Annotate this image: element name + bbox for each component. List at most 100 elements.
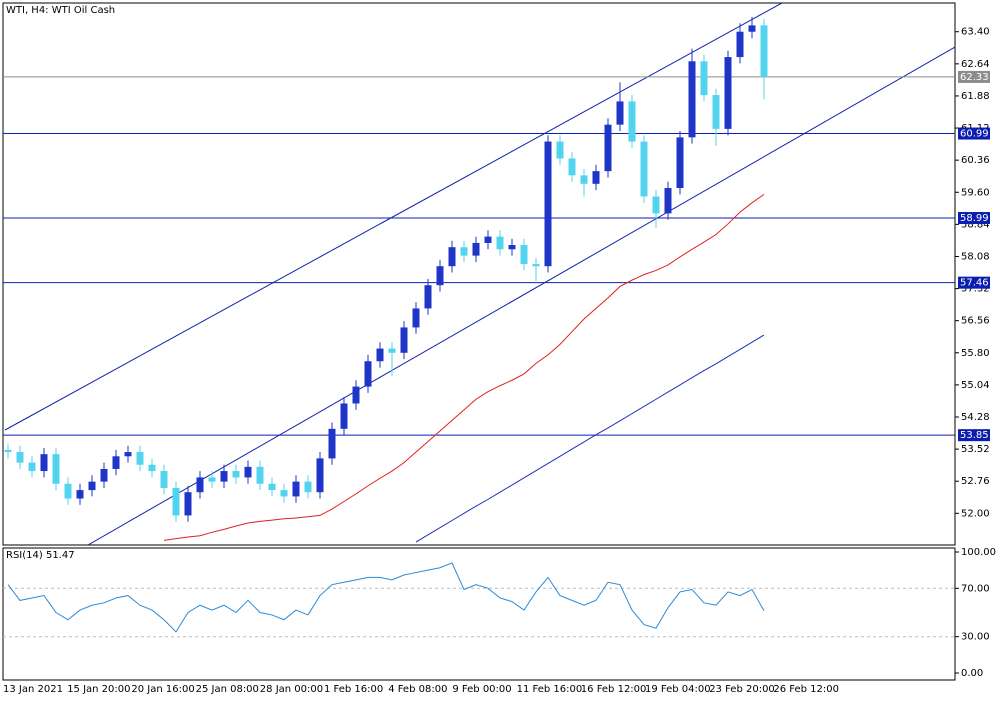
candle-body <box>100 468 108 482</box>
candle-body <box>52 454 60 484</box>
candle-body <box>592 171 600 184</box>
candle-body <box>244 466 252 478</box>
candle-body <box>604 124 612 172</box>
candle-body <box>748 25 756 32</box>
candle-body <box>448 247 456 267</box>
y-tick-label: 62.64 <box>961 59 990 70</box>
candle-body <box>40 454 48 472</box>
candle-body <box>760 25 768 77</box>
candle-body <box>736 31 744 58</box>
y-tick-label: 58.08 <box>961 251 990 262</box>
candle-body <box>424 285 432 309</box>
candle-body <box>508 245 516 250</box>
candle-body <box>400 327 408 353</box>
y-tick-label: 57.32 <box>961 284 990 295</box>
candle-body <box>364 361 372 387</box>
level-box <box>958 276 990 289</box>
candle-body <box>724 57 732 129</box>
candle-body <box>184 492 192 516</box>
candle-body <box>556 141 564 159</box>
candle-body <box>700 61 708 96</box>
candle-body <box>520 245 528 265</box>
x-tick-label: 15 Jan 20:00 <box>67 684 130 695</box>
y-tick-label: 56.56 <box>961 316 990 327</box>
candle-body <box>340 403 348 429</box>
y-tick-label: 63.40 <box>961 27 990 38</box>
candle-body <box>436 266 444 286</box>
candle-body <box>412 308 420 328</box>
candle-body <box>292 481 300 497</box>
moving-average <box>415 334 765 543</box>
candle-body <box>532 264 540 267</box>
y-tick-label: 61.88 <box>961 91 990 102</box>
candle-body <box>160 471 168 488</box>
candle-body <box>220 471 228 482</box>
candle-body <box>148 464 156 472</box>
rsi-title: RSI(14) 51.47 <box>6 550 75 561</box>
candle-body <box>664 188 672 214</box>
candle-body <box>28 462 36 472</box>
y-tick-label: 0.00 <box>961 668 983 679</box>
level-label: 57.46 <box>960 278 989 289</box>
candle-body <box>64 483 72 499</box>
candle-body <box>136 452 144 465</box>
level-label: 58.99 <box>960 213 989 224</box>
rsi-panel <box>2 547 956 681</box>
candle-body <box>208 477 216 482</box>
y-tick-label: 52.76 <box>961 476 990 487</box>
candle-body <box>676 137 684 189</box>
candle-body <box>76 490 84 499</box>
candle-body <box>472 242 480 256</box>
candle-body <box>172 487 180 516</box>
x-tick-label: 9 Feb 00:00 <box>452 684 511 695</box>
candle-body <box>640 141 648 197</box>
y-tick-label: 30.00 <box>961 632 990 643</box>
x-tick-label: 20 Jan 16:00 <box>131 684 194 695</box>
channel <box>4 3 955 545</box>
channel-lower <box>87 46 955 545</box>
level-box <box>958 429 990 442</box>
y-tick-label: 70.00 <box>961 583 990 594</box>
level-box <box>958 127 990 140</box>
y-tick-label: 59.60 <box>961 187 990 198</box>
candle-body <box>124 452 132 457</box>
candle-body <box>304 481 312 493</box>
candle-body <box>352 386 360 404</box>
candle-body <box>628 101 636 142</box>
candle-body <box>688 61 696 138</box>
candle-body <box>256 466 264 484</box>
candle-body <box>544 141 552 267</box>
level-label: 53.85 <box>960 430 989 441</box>
y-tick-label: 100.00 <box>961 547 996 558</box>
plot <box>3 16 955 543</box>
level-box <box>958 212 990 225</box>
x-tick-label: 23 Feb 20:00 <box>709 684 775 695</box>
x-tick-label: 25 Jan 08:00 <box>196 684 259 695</box>
candle-body <box>568 158 576 176</box>
current-price-box <box>958 70 990 83</box>
candle-body <box>196 477 204 493</box>
x-tick-label: 19 Feb 04:00 <box>645 684 711 695</box>
candle-body <box>328 428 336 459</box>
x-tick-label: 28 Jan 00:00 <box>260 684 323 695</box>
candle-body <box>232 471 240 478</box>
candle-body <box>484 236 492 243</box>
x-tick-label: 26 Feb 12:00 <box>773 684 839 695</box>
x-tick-label: 13 Jan 2021 <box>3 684 63 695</box>
candle-body <box>112 456 120 469</box>
x-tick-label: 11 Feb 16:00 <box>517 684 583 695</box>
candle-body <box>388 348 396 353</box>
y-tick-label: 55.04 <box>961 380 990 391</box>
x-tick-label: 1 Feb 16:00 <box>324 684 383 695</box>
main-panel <box>2 2 956 546</box>
candle-body <box>280 490 288 497</box>
y-tick-label: 55.80 <box>961 348 990 359</box>
candle-body <box>16 452 24 463</box>
candle-body <box>652 196 660 214</box>
candle-body <box>712 95 720 129</box>
channel-upper <box>4 3 783 431</box>
y-tick-label: 58.84 <box>961 219 990 230</box>
candle-body <box>376 348 384 362</box>
